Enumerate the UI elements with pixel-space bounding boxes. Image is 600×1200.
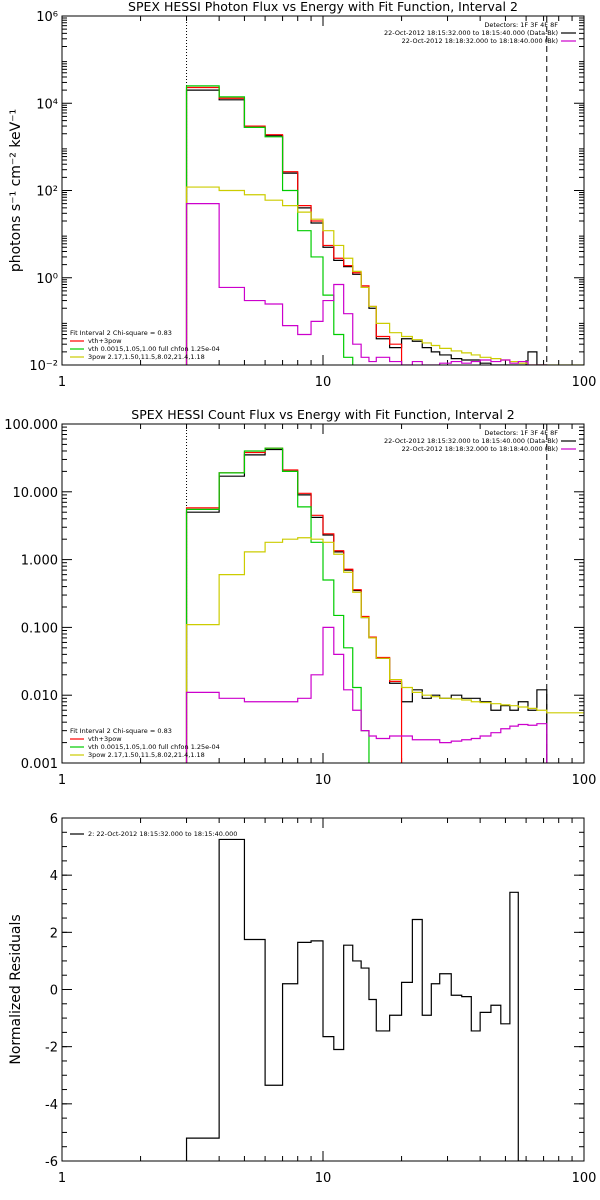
y-tick-label: 10⁰ — [36, 272, 58, 287]
y-tick-label: 0.010 — [21, 689, 58, 704]
y-tick-label: 0.001 — [21, 757, 58, 772]
y-tick-label: -6 — [45, 1155, 58, 1170]
x-tick-label: 100 — [572, 773, 597, 788]
x-tick-label: 10 — [315, 773, 332, 788]
legend-left-entry: vth+3pow — [88, 735, 122, 743]
legend-left-entry: vth+3pow — [88, 337, 122, 345]
x-tick-label: 1 — [58, 773, 66, 788]
chart-panel-1: SPEX HESSI Photon Flux vs Energy with Fi… — [8, 0, 596, 390]
series-group — [185, 838, 529, 1161]
y-tick-label: 1.000 — [21, 554, 58, 569]
y-tick-label: 0 — [50, 984, 58, 999]
y-tick-label: 2 — [50, 926, 58, 941]
legend-left-entry: vth 0.0015,1.05,1.00 full chfon 1.25e-04 — [88, 743, 220, 751]
series-4-step — [185, 537, 584, 763]
y-tick-label: 10.000 — [13, 486, 59, 501]
x-tick-label: 10 — [315, 1171, 332, 1186]
legend-right-header: Detectors: 1F 3F 4F 8F — [484, 21, 558, 29]
series-group — [185, 447, 584, 763]
legend-left-entry: 2: 22-Oct-2012 18:15:32.000 to 18:15:40.… — [88, 830, 237, 838]
y-tick-label: 10⁴ — [36, 97, 58, 112]
y-tick-label: 10⁻² — [29, 359, 58, 374]
y-axis-label: Normalized Residuals — [8, 914, 24, 1064]
y-tick-label: -4 — [45, 1098, 58, 1113]
series-4-step — [185, 186, 584, 365]
series-3-step — [185, 447, 370, 763]
legend-right-entry: 22-Oct-2012 18:15:32.000 to 18:15:40.000… — [384, 437, 558, 445]
x-tick-label: 10 — [315, 375, 332, 390]
plot-frame — [61, 423, 585, 764]
y-tick-label: 10² — [36, 185, 58, 200]
y-axis-label: photons s⁻¹ cm⁻² keV⁻¹ — [8, 109, 24, 272]
legend-left-entry: vth 0.0015,1.05,1.00 full chfon 1.25e-04 — [88, 345, 220, 353]
y-tick-label: 100.000 — [4, 418, 58, 433]
legend-left-header: Fit Interval 2 Chi-square = 0.83 — [70, 727, 172, 735]
y-tick-label: 4 — [50, 869, 58, 884]
series-group — [185, 85, 584, 365]
x-tick-label: 1 — [58, 1171, 66, 1186]
series-5-step — [185, 626, 548, 763]
legend-right-entry: 22-Oct-2012 18:15:32.000 to 18:15:40.000… — [384, 29, 558, 37]
y-tick-label: 10⁶ — [36, 10, 58, 25]
y-tick-label: 6 — [50, 812, 58, 827]
plot-frame — [61, 817, 585, 1162]
legend-left-entry: 3pow 2.17,1.50,11.5,8.02,21.4,1.18 — [88, 353, 205, 361]
plot-frame — [61, 15, 585, 366]
legend-right-header: Detectors: 1F 3F 4F 8F — [484, 429, 558, 437]
legend-left-entry: 3pow 2.17,1.50,11.5,8.02,21.4,1.18 — [88, 751, 205, 759]
series-2-step — [185, 447, 403, 763]
chart-title: SPEX HESSI Photon Flux vs Energy with Fi… — [128, 0, 518, 14]
x-tick-label: 1 — [58, 375, 66, 390]
chart-panel-2: SPEX HESSI Count Flux vs Energy with Fit… — [4, 407, 596, 788]
x-tick-label: 100 — [572, 1171, 597, 1186]
y-tick-label: -2 — [45, 1041, 58, 1056]
chart-title: SPEX HESSI Count Flux vs Energy with Fit… — [131, 407, 514, 422]
chart-panel-3: Normalized Residuals 1 10 100 -6 -4 -2 0 2 4 6 2: 2… — [8, 812, 596, 1186]
series-1-step — [185, 838, 529, 1161]
y-tick-label: 0.100 — [21, 621, 58, 636]
legend-right-entry: 22-Oct-2012 18:18:32.000 to 18:18:40.000… — [402, 445, 558, 453]
legend-right-entry: 22-Oct-2012 18:18:32.000 to 18:18:40.000… — [402, 37, 558, 45]
legend-left-header: Fit Interval 2 Chi-square = 0.83 — [70, 329, 172, 337]
x-tick-label: 100 — [572, 375, 597, 390]
series-5-step — [185, 203, 548, 365]
